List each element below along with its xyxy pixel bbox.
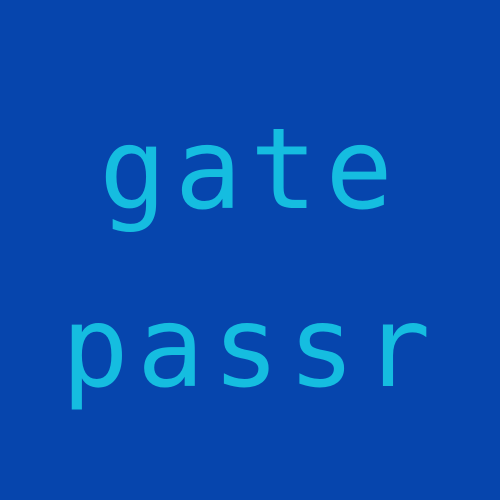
text-line-gate: gate xyxy=(99,105,401,235)
text-line-passr: passr xyxy=(61,283,439,413)
